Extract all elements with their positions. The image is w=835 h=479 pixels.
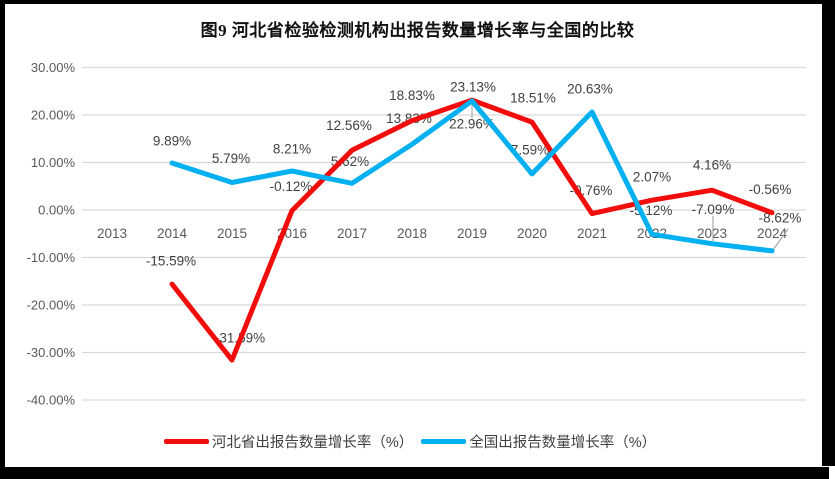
data-label: 18.83%	[389, 88, 435, 103]
frame-border-right	[822, 0, 835, 466]
data-label: 2.07%	[633, 170, 671, 185]
x-axis-category-label: 2014	[157, 226, 188, 241]
x-axis-category-label: 2019	[457, 226, 487, 241]
x-axis-category-label: 2023	[697, 226, 727, 241]
data-label: 7.59%	[511, 142, 549, 157]
frame-border-left	[0, 0, 5, 467]
x-axis-category-label: 2015	[217, 226, 247, 241]
label-leader-line	[772, 228, 789, 251]
legend-line-swatch-hebei	[163, 438, 209, 444]
data-label: 5.79%	[212, 151, 250, 166]
data-label: -0.56%	[749, 182, 792, 197]
data-label: 9.89%	[153, 134, 191, 149]
y-axis-tick-label: -30.00%	[27, 345, 76, 360]
y-axis-tick-label: -10.00%	[27, 250, 76, 265]
y-axis-tick-label: 0.00%	[38, 203, 75, 218]
data-label: -15.59%	[146, 254, 196, 269]
legend-line-swatch-national	[421, 438, 467, 444]
data-label: 8.21%	[273, 142, 311, 157]
data-label: 22.96%	[449, 116, 495, 131]
frame-border-bottom	[0, 467, 829, 479]
data-label: 4.16%	[693, 158, 731, 173]
data-label: -7.09%	[692, 202, 735, 217]
legend-label-hebei: 河北省出报告数量增长率（%）	[211, 434, 414, 451]
x-axis-category-label: 2021	[577, 226, 607, 241]
legend-item-national: 全国出报告数量增长率（%）	[421, 431, 656, 452]
y-axis-tick-label: 30.00%	[31, 60, 76, 75]
y-axis-tick-label: -40.00%	[27, 393, 76, 408]
x-axis-category-label: 2017	[337, 226, 367, 241]
data-label: -0.12%	[270, 179, 313, 194]
y-axis-tick-label: 20.00%	[31, 108, 76, 123]
legend: 河北省出报告数量增长率（%） 全国出报告数量增长率（%）	[0, 429, 820, 453]
series-line-national	[169, 98, 775, 254]
data-label: 18.51%	[510, 91, 556, 106]
data-label: 12.56%	[326, 118, 372, 133]
x-axis-category-label: 2013	[97, 226, 127, 241]
frame-border-top	[0, 0, 835, 4]
data-label: 23.13%	[450, 80, 496, 95]
y-axis-tick-label: 10.00%	[31, 155, 76, 170]
chart-title: 图9 河北省检验检测机构出报告数量增长率与全国的比较	[200, 21, 635, 40]
y-axis-tick-label: -20.00%	[27, 298, 76, 313]
x-axis-category-label: 2020	[517, 226, 547, 241]
legend-item-hebei: 河北省出报告数量增长率（%）	[163, 431, 414, 452]
x-axis-category-label: 2018	[397, 226, 427, 241]
data-label: 20.63%	[567, 82, 613, 97]
x-axis-category-label: 2024	[757, 226, 788, 241]
data-label: 13.83%	[386, 111, 432, 126]
legend-label-national: 全国出报告数量增长率（%）	[469, 434, 657, 451]
